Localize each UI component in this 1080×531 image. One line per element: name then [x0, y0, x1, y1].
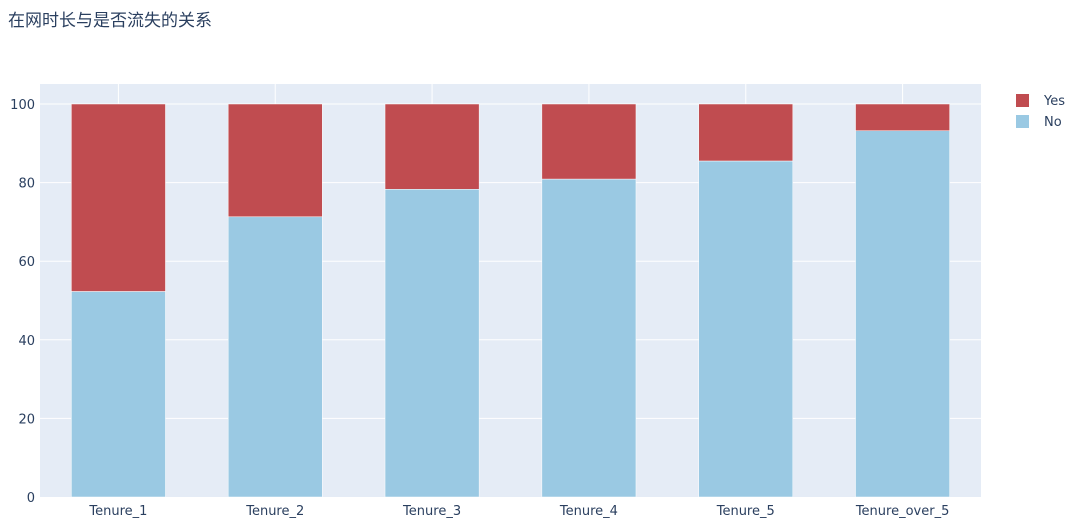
bar-yes-tenure_3[interactable] — [384, 103, 480, 190]
y-tick-label: 20 — [18, 412, 35, 427]
bar-no-tenure_5[interactable] — [698, 160, 794, 498]
y-tick-label: 40 — [18, 334, 35, 349]
bar-no-tenure_2[interactable] — [227, 216, 323, 498]
x-tick-label: Tenure_5 — [716, 504, 775, 519]
legend-label: No — [1044, 115, 1062, 130]
bar-no-tenure_3[interactable] — [384, 189, 480, 498]
bar-yes-tenure_1[interactable] — [71, 103, 166, 292]
legend-item-yes[interactable]: Yes — [1016, 94, 1065, 109]
y-tick-label: 60 — [18, 255, 35, 270]
x-tick-label: Tenure_3 — [402, 504, 461, 519]
legend[interactable]: Yes No — [1016, 94, 1065, 130]
plot-background — [40, 84, 981, 497]
legend-swatch — [1016, 94, 1029, 107]
y-tick-label: 0 — [27, 491, 35, 506]
legend-swatch — [1016, 115, 1029, 128]
bars-layer — [71, 103, 950, 498]
bar-no-tenure_over_5[interactable] — [855, 130, 950, 498]
bar-yes-tenure_5[interactable] — [698, 103, 794, 162]
bar-yes-tenure_4[interactable] — [541, 103, 637, 180]
y-tick-label: 100 — [10, 98, 35, 113]
bar-no-tenure_4[interactable] — [541, 178, 637, 498]
legend-item-no[interactable]: No — [1016, 115, 1062, 130]
x-tick-label: Tenure_1 — [88, 504, 147, 519]
bar-no-tenure_1[interactable] — [71, 291, 166, 498]
x-tick-label: Tenure_4 — [559, 504, 618, 519]
x-tick-label: Tenure_2 — [245, 504, 304, 519]
x-axis-ticks: Tenure_1 Tenure_2 Tenure_3 Tenure_4 Tenure_5… — [88, 504, 949, 519]
legend-label: Yes — [1043, 94, 1065, 109]
y-axis-ticks: 0 20 40 60 80 100 — [10, 98, 35, 506]
chart-title: 在网时长与是否流失的关系 — [8, 11, 212, 31]
bar-yes-tenure_2[interactable] — [227, 103, 323, 218]
bar-yes-tenure_over_5[interactable] — [855, 103, 950, 131]
y-tick-label: 80 — [18, 177, 35, 192]
x-tick-label: Tenure_over_5 — [855, 504, 950, 519]
